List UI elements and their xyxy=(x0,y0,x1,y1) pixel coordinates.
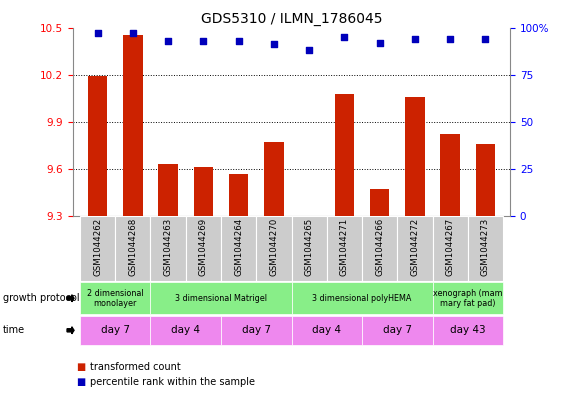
Bar xyxy=(433,216,468,281)
Point xyxy=(481,36,490,42)
Text: ■: ■ xyxy=(76,377,85,387)
Text: day 7: day 7 xyxy=(383,325,412,335)
Text: day 7: day 7 xyxy=(101,325,129,335)
Point xyxy=(375,39,384,46)
Bar xyxy=(468,216,503,281)
Text: GSM1044272: GSM1044272 xyxy=(410,218,419,276)
Bar xyxy=(335,94,354,216)
Bar xyxy=(221,216,257,281)
Point xyxy=(340,34,349,40)
Point xyxy=(128,30,138,36)
Point xyxy=(269,41,279,48)
Bar xyxy=(370,189,389,216)
Bar xyxy=(115,216,150,281)
Text: GSM1044266: GSM1044266 xyxy=(375,218,384,276)
Point xyxy=(410,36,420,42)
Bar xyxy=(150,216,186,281)
Bar xyxy=(441,134,460,216)
Text: GSM1044263: GSM1044263 xyxy=(164,218,173,276)
Text: GSM1044268: GSM1044268 xyxy=(128,218,138,276)
Bar xyxy=(264,142,283,216)
Bar xyxy=(405,97,424,216)
Bar xyxy=(326,216,362,281)
Text: GSM1044273: GSM1044273 xyxy=(481,218,490,276)
Text: xenograph (mam
mary fat pad): xenograph (mam mary fat pad) xyxy=(433,288,503,308)
Point xyxy=(93,30,102,36)
Text: 3 dimensional Matrigel: 3 dimensional Matrigel xyxy=(175,294,267,303)
Bar xyxy=(123,35,142,216)
Point xyxy=(304,47,314,53)
Text: time: time xyxy=(3,325,25,335)
Text: day 43: day 43 xyxy=(450,325,486,335)
Bar xyxy=(88,76,107,216)
Bar xyxy=(186,216,221,281)
Point xyxy=(163,38,173,44)
Bar xyxy=(476,144,495,216)
Bar xyxy=(292,216,326,281)
Text: ■: ■ xyxy=(76,362,85,372)
Text: 2 dimensional
monolayer: 2 dimensional monolayer xyxy=(87,288,143,308)
Text: transformed count: transformed count xyxy=(90,362,181,372)
Title: GDS5310 / ILMN_1786045: GDS5310 / ILMN_1786045 xyxy=(201,13,382,26)
Bar xyxy=(229,174,248,216)
Text: GSM1044262: GSM1044262 xyxy=(93,218,102,276)
Point xyxy=(199,38,208,44)
Bar xyxy=(257,216,292,281)
Text: GSM1044265: GSM1044265 xyxy=(305,218,314,276)
Text: growth protocol: growth protocol xyxy=(3,293,79,303)
Text: day 7: day 7 xyxy=(242,325,271,335)
Bar xyxy=(159,164,178,216)
Text: 3 dimensional polyHEMA: 3 dimensional polyHEMA xyxy=(312,294,412,303)
Text: GSM1044267: GSM1044267 xyxy=(445,218,455,276)
Text: day 4: day 4 xyxy=(171,325,200,335)
Bar xyxy=(362,216,397,281)
Text: GSM1044270: GSM1044270 xyxy=(269,218,278,276)
Text: percentile rank within the sample: percentile rank within the sample xyxy=(90,377,255,387)
Text: GSM1044264: GSM1044264 xyxy=(234,218,243,276)
Point xyxy=(234,38,243,44)
Text: GSM1044269: GSM1044269 xyxy=(199,218,208,276)
Text: GSM1044271: GSM1044271 xyxy=(340,218,349,276)
Text: day 4: day 4 xyxy=(312,325,341,335)
Point xyxy=(445,36,455,42)
Bar xyxy=(80,216,115,281)
Bar xyxy=(397,216,433,281)
Bar xyxy=(194,167,213,216)
